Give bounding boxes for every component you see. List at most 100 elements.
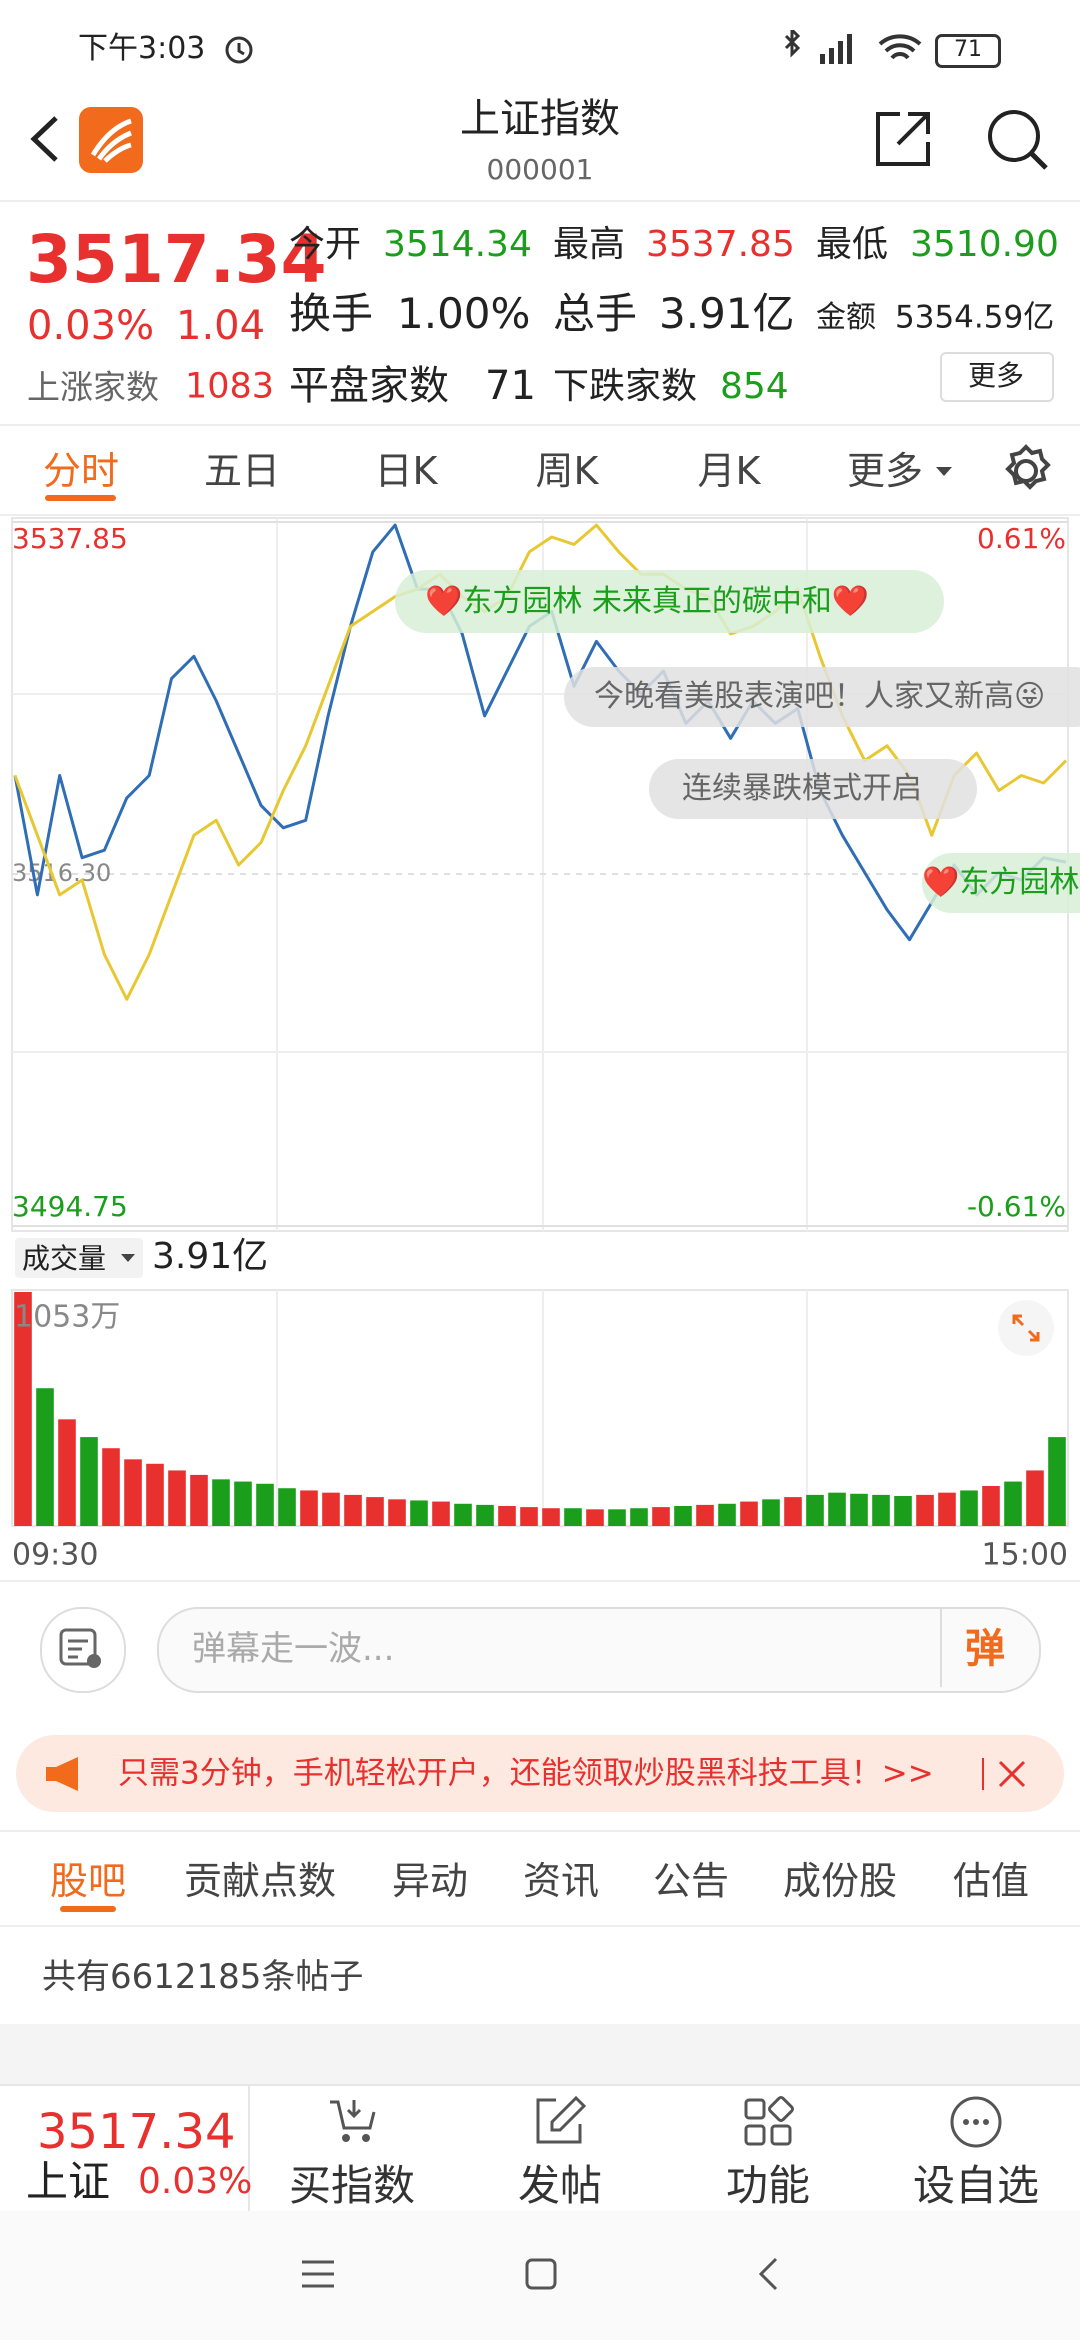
send-button[interactable]: 弹 [965, 1626, 1005, 1672]
app-logo [79, 107, 143, 173]
volume-bar [278, 1488, 296, 1526]
danmaku-input[interactable] [157, 1607, 1041, 1693]
more-button[interactable] [940, 352, 1054, 402]
nav-back[interactable] [756, 2256, 780, 2292]
function-icon [744, 2096, 794, 2146]
tab[interactable]: 周K [535, 449, 599, 493]
page-title: 上证指数 [460, 96, 620, 142]
bottom-action[interactable]: 功能 [725, 2161, 811, 2210]
stat-label: 上涨家数 [27, 367, 159, 407]
danmaku-text: ❤️东方园林 未来真正的碳中和❤️ [425, 584, 870, 619]
tab[interactable]: 月K [697, 449, 761, 493]
stat-value: 71 [485, 363, 536, 409]
ad-separator [982, 1758, 984, 1790]
stat-value: 3514.34 [383, 224, 532, 265]
nav-bar [0, 2211, 1080, 2340]
stat-value: 3.91亿 [659, 289, 795, 338]
tab[interactable]: 更多 [846, 449, 924, 493]
volume-bar [916, 1494, 934, 1526]
danmaku-toggle[interactable] [40, 1607, 126, 1693]
volume-bar [982, 1486, 1000, 1526]
volume-bar [894, 1496, 912, 1526]
divider [0, 1925, 1080, 1927]
volume-bar [256, 1483, 274, 1526]
section-tab[interactable]: 贡献点数 [183, 1859, 337, 1903]
settings-button[interactable] [998, 443, 1054, 499]
section-tab[interactable]: 股吧 [49, 1859, 127, 1903]
volume-bar [872, 1494, 890, 1526]
index-code: 000001 [486, 153, 594, 186]
danmaku-text: 连续暴跌模式开启 [682, 771, 922, 806]
volume-bar [630, 1508, 648, 1526]
battery-level: 71 [954, 37, 982, 62]
tab[interactable]: 分时 [42, 449, 120, 493]
y-tick-label: 3494.75 [12, 1190, 128, 1223]
stat-value: 1.00% [397, 289, 531, 338]
bottom-action[interactable]: 买指数 [288, 2161, 416, 2210]
danmaku-text: 今晚看美股表演吧！人家又新高😜 [594, 679, 1046, 714]
back-button[interactable] [24, 112, 64, 166]
volume-bar [36, 1388, 54, 1526]
volume-bar [784, 1497, 802, 1526]
divider [0, 200, 1080, 202]
y2-tick-label: -0.61% [967, 1190, 1066, 1223]
volume-bar [124, 1459, 142, 1526]
share-button[interactable] [872, 108, 934, 170]
volume-bar [718, 1503, 736, 1526]
volume-bar [190, 1474, 208, 1526]
tab-indicator [60, 1906, 116, 1912]
change: 1.04 [176, 303, 266, 349]
stat-value: 1083 [185, 366, 275, 407]
battery [935, 34, 1001, 68]
volume-bar [14, 1292, 32, 1526]
section-tab[interactable]: 资讯 [522, 1859, 600, 1903]
bottom-change: 0.03% [138, 2161, 253, 2202]
expand-button[interactable] [998, 1300, 1054, 1356]
volume-frame [11, 1289, 1069, 1527]
volume-bar [960, 1490, 978, 1526]
bottom-name: 上证 [26, 2157, 111, 2206]
volume-bar [1004, 1481, 1022, 1526]
volume-bar [806, 1494, 824, 1526]
nav-home[interactable] [524, 2257, 558, 2291]
stat-label: 最高 [553, 224, 626, 265]
volume-bar [432, 1501, 450, 1526]
volume-bar [234, 1481, 252, 1526]
search-button[interactable] [984, 106, 1050, 172]
volume-bar [80, 1437, 98, 1526]
section-tab[interactable]: 估值 [952, 1859, 1030, 1903]
volume-title: 成交量 [22, 1242, 107, 1275]
volume-bar [388, 1499, 406, 1526]
tab[interactable]: 日K [374, 449, 438, 493]
section-tab[interactable]: 公告 [652, 1859, 730, 1903]
y-tick-label: 1053万 [14, 1300, 120, 1335]
bottom-action[interactable]: 设自选 [912, 2161, 1040, 2210]
divider [0, 424, 1080, 426]
ad-banner[interactable] [16, 1735, 1064, 1812]
alarm-icon [225, 36, 253, 64]
volume-bar [608, 1509, 626, 1526]
price-line [13, 523, 1068, 1001]
nav-menu[interactable] [300, 2258, 336, 2290]
volume-bar [586, 1509, 604, 1526]
danmaku-bubble [395, 570, 944, 633]
danmaku-bubble [922, 853, 1080, 913]
tab[interactable]: 五日 [203, 449, 281, 493]
volume-bar [102, 1448, 120, 1526]
section-tab[interactable]: 成份股 [782, 1859, 898, 1903]
volume-bar [322, 1492, 340, 1526]
price: 3517.34 [26, 221, 327, 298]
tab-indicator [45, 495, 116, 501]
logo-mark [90, 118, 132, 163]
volume-selector[interactable] [15, 1238, 143, 1278]
more-label: 更多 [967, 359, 1025, 392]
x-tick-label: 09:30 [12, 1538, 98, 1573]
volume-bar [146, 1463, 164, 1526]
section-tab[interactable]: 异动 [391, 1859, 469, 1903]
spacer-band [0, 2024, 1080, 2084]
close-ad[interactable] [996, 1758, 1028, 1790]
divider [0, 1580, 1080, 1582]
input-separator [940, 1609, 942, 1687]
bottom-action[interactable]: 发帖 [517, 2161, 603, 2210]
